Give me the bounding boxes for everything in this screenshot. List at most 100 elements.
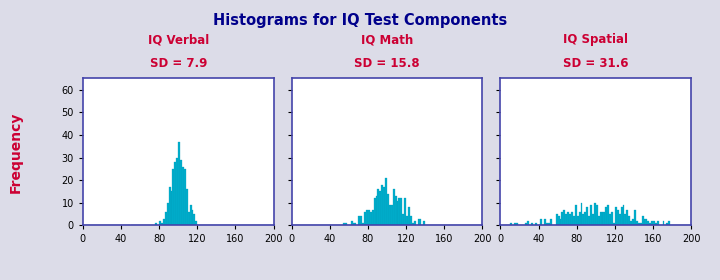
Bar: [345, 223, 347, 225]
Bar: [379, 192, 382, 225]
Text: IQ Spatial: IQ Spatial: [563, 33, 629, 46]
Bar: [171, 192, 173, 225]
Bar: [562, 212, 563, 225]
Bar: [343, 223, 345, 225]
Bar: [163, 219, 165, 225]
Bar: [382, 185, 383, 225]
Bar: [647, 221, 649, 225]
Bar: [600, 212, 601, 225]
Bar: [354, 223, 356, 225]
Bar: [550, 219, 552, 225]
Text: SD = 31.6: SD = 31.6: [563, 57, 629, 70]
Bar: [617, 209, 618, 225]
Bar: [577, 216, 579, 225]
Bar: [586, 207, 588, 225]
Bar: [167, 203, 168, 225]
Bar: [406, 216, 408, 225]
Bar: [184, 169, 186, 225]
Bar: [192, 209, 194, 225]
Bar: [556, 214, 558, 225]
Bar: [613, 223, 615, 225]
Bar: [398, 198, 400, 225]
Bar: [351, 221, 353, 225]
Bar: [186, 189, 188, 225]
Bar: [573, 216, 575, 225]
Bar: [531, 223, 533, 225]
Bar: [376, 196, 377, 225]
Bar: [510, 223, 512, 225]
Bar: [606, 207, 607, 225]
Bar: [601, 212, 603, 225]
Bar: [609, 214, 611, 225]
Bar: [374, 198, 376, 225]
Text: Frequency: Frequency: [9, 111, 23, 193]
Bar: [400, 198, 402, 225]
Bar: [359, 216, 360, 225]
Bar: [402, 214, 404, 225]
Bar: [364, 212, 366, 225]
Bar: [546, 223, 548, 225]
Text: IQ Verbal: IQ Verbal: [148, 33, 209, 46]
Bar: [544, 219, 546, 225]
Bar: [667, 223, 668, 225]
Bar: [655, 223, 657, 225]
Bar: [392, 189, 395, 225]
Bar: [377, 189, 379, 225]
Bar: [644, 219, 645, 225]
Bar: [372, 209, 374, 225]
Bar: [395, 196, 397, 225]
Bar: [582, 214, 585, 225]
Bar: [594, 203, 596, 225]
Bar: [156, 223, 157, 225]
Bar: [559, 219, 562, 225]
Bar: [195, 221, 197, 225]
Bar: [189, 205, 192, 225]
Bar: [527, 221, 529, 225]
Bar: [383, 187, 385, 225]
Bar: [571, 212, 573, 225]
Bar: [516, 223, 518, 225]
Bar: [632, 219, 634, 225]
Bar: [412, 223, 414, 225]
Bar: [360, 216, 362, 225]
Bar: [410, 216, 412, 225]
Bar: [603, 212, 606, 225]
Bar: [634, 209, 636, 225]
Bar: [179, 142, 180, 225]
Bar: [173, 169, 174, 225]
Bar: [592, 214, 594, 225]
Bar: [353, 223, 354, 225]
Bar: [611, 212, 613, 225]
Text: SD = 7.9: SD = 7.9: [150, 57, 207, 70]
Bar: [525, 223, 527, 225]
Bar: [569, 214, 571, 225]
Bar: [370, 212, 372, 225]
Bar: [629, 216, 630, 225]
Bar: [397, 200, 398, 225]
Bar: [387, 194, 389, 225]
Bar: [615, 207, 617, 225]
Bar: [639, 223, 642, 225]
Bar: [653, 221, 655, 225]
Text: SD = 15.8: SD = 15.8: [354, 57, 420, 70]
Bar: [630, 221, 632, 225]
Text: Histograms for IQ Test Components: Histograms for IQ Test Components: [213, 13, 507, 28]
Bar: [366, 209, 368, 225]
Bar: [176, 158, 179, 225]
Bar: [607, 205, 609, 225]
Text: IQ Math: IQ Math: [361, 33, 413, 46]
Bar: [414, 221, 415, 225]
Bar: [588, 216, 590, 225]
Bar: [182, 167, 184, 225]
Bar: [567, 212, 569, 225]
Bar: [362, 223, 364, 225]
Bar: [391, 205, 392, 225]
Bar: [649, 223, 651, 225]
Bar: [385, 178, 387, 225]
Bar: [618, 214, 621, 225]
Bar: [548, 223, 550, 225]
Bar: [585, 212, 586, 225]
Bar: [645, 219, 647, 225]
Bar: [408, 207, 410, 225]
Bar: [168, 187, 171, 225]
